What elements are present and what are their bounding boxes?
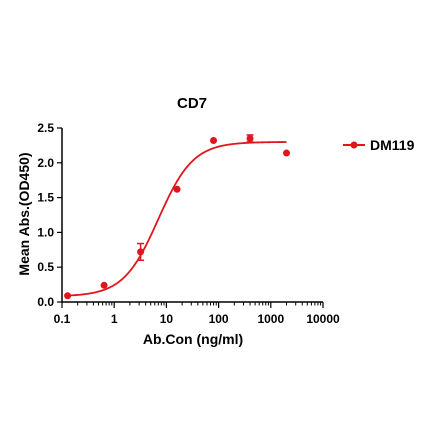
- y-tick-label: 1.5: [37, 191, 54, 205]
- y-tick-label: 1.0: [37, 225, 54, 239]
- x-tick-label: 0.1: [54, 312, 71, 326]
- x-tick-label: 10: [160, 312, 174, 326]
- data-points-layer: [64, 134, 291, 300]
- legend-marker: [350, 141, 358, 149]
- legend: DM119: [343, 137, 415, 153]
- data-point: [137, 248, 145, 256]
- legend-label: DM119: [370, 137, 415, 153]
- x-tick-label: 10000: [306, 312, 340, 326]
- y-tick-label: 0.5: [37, 260, 54, 274]
- data-point: [283, 149, 291, 157]
- y-tick-label: 2.5: [37, 121, 54, 135]
- data-point: [100, 281, 108, 289]
- x-tick-label: 100: [209, 312, 229, 326]
- axes: 0.0 0.5 1.0 1.5 2.0 2.5 0.1 1 10 100 1000 10000: [37, 121, 340, 326]
- data-point: [210, 137, 218, 145]
- y-tick-label: 2.0: [37, 156, 54, 170]
- x-tick-label: 1000: [257, 312, 284, 326]
- chart-title: CD7: [177, 95, 207, 112]
- x-tick-label: 1: [111, 312, 118, 326]
- fit-curve-line: [67, 141, 287, 297]
- y-axis-label: Mean Abs.(OD450): [16, 152, 32, 275]
- data-point: [246, 134, 254, 142]
- fit-curve-layer: [67, 141, 287, 297]
- data-point: [173, 185, 181, 193]
- y-tick-label: 0.0: [37, 295, 54, 309]
- data-point: [64, 292, 72, 300]
- x-axis-label: Ab.Con (ng/ml): [143, 331, 243, 347]
